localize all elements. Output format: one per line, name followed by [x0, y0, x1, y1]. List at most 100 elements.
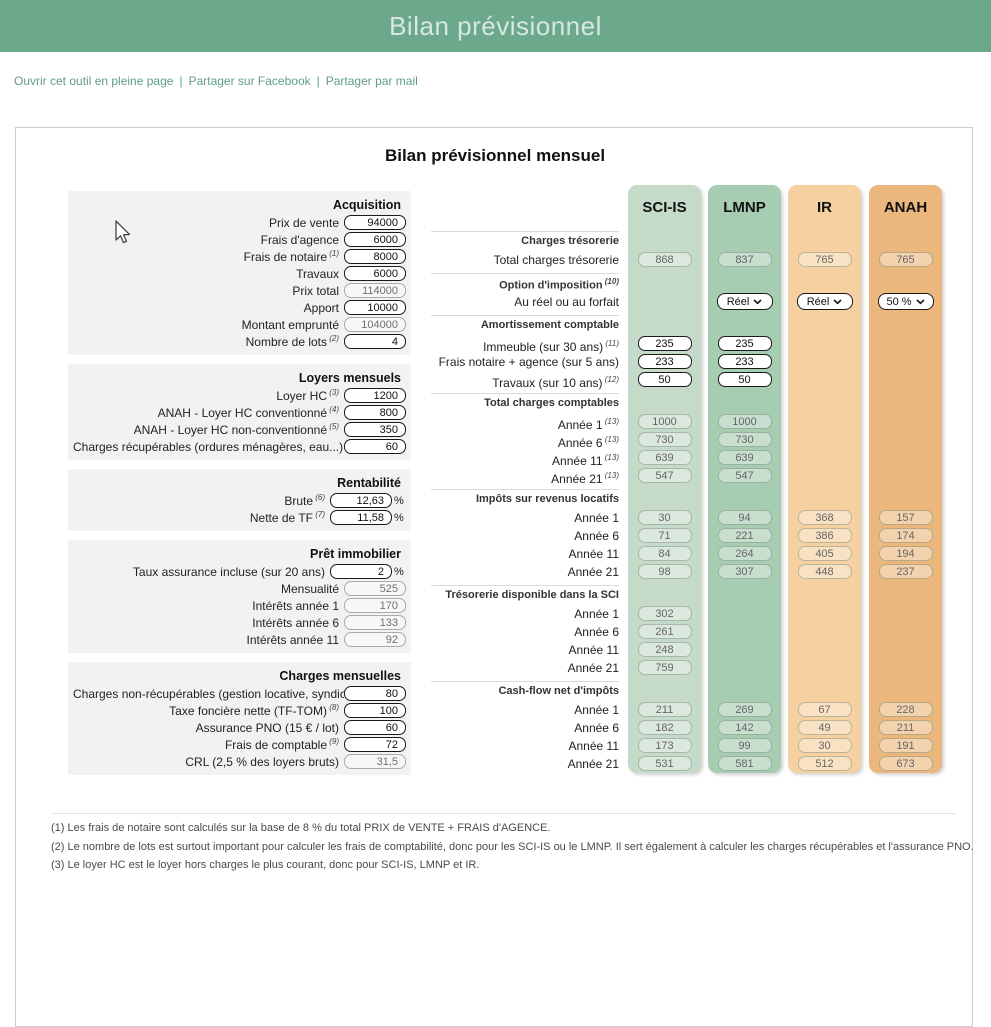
field-input[interactable] — [344, 232, 406, 247]
field-input[interactable] — [344, 266, 406, 281]
value-input-sci-is[interactable] — [637, 354, 692, 369]
field-row: ANAH - Loyer HC conventionné (4) — [73, 404, 406, 421]
field-input[interactable] — [344, 405, 406, 420]
note-ref: (13) — [602, 471, 619, 480]
value-input-lmnp — [717, 702, 772, 717]
field-input[interactable] — [330, 493, 392, 508]
input-sections: Acquisition Prix de vente Frais d'agence Fr… — [68, 191, 411, 784]
value-input-ir — [797, 720, 852, 735]
row-label: Année 6 — [574, 721, 619, 735]
tool-panel: Bilan prévisionnel mensuel Acquisition Pr… — [15, 127, 974, 1027]
share-link-0[interactable]: Ouvrir cet outil en pleine page — [14, 74, 174, 88]
value-input-lmnp — [717, 564, 772, 579]
value-input-ir — [797, 738, 852, 753]
field-input[interactable] — [344, 686, 406, 701]
field-row: Mensualité — [73, 580, 406, 597]
note-ref: (13) — [602, 453, 619, 462]
note-ref: (10) — [602, 277, 619, 286]
value-input-anah — [878, 738, 933, 753]
field-row: Loyer HC (3) — [73, 387, 406, 404]
note-ref: (12) — [602, 375, 619, 384]
field-input[interactable] — [344, 388, 406, 403]
section-divider — [431, 489, 619, 490]
share-links: Ouvrir cet outil en pleine page | Partager… — [14, 74, 418, 88]
value-input-anah — [878, 564, 933, 579]
value-input-sci-is[interactable] — [637, 336, 692, 351]
field-input — [344, 615, 406, 630]
field-input[interactable] — [330, 564, 392, 579]
value-input-sci-is — [637, 432, 692, 447]
field-label: Frais de comptable (9) — [224, 737, 339, 752]
field-input[interactable] — [344, 300, 406, 315]
field-input[interactable] — [344, 249, 406, 264]
field-input[interactable] — [344, 720, 406, 735]
row-label: Année 6 (13) — [557, 435, 619, 450]
section-title: Prêt immobilier — [310, 547, 401, 561]
note-ref: (13) — [602, 417, 619, 426]
value-input-lmnp[interactable] — [717, 372, 772, 387]
value-input-sci-is — [637, 468, 692, 483]
row-label: Année 11 — [568, 643, 620, 657]
value-input-anah — [878, 252, 933, 267]
section-header: Trésorerie disponible dans la SCI — [445, 589, 619, 601]
option-imposition-select-ir[interactable]: Réel — [796, 293, 853, 310]
row-label: Année 1 — [574, 703, 619, 717]
row-label: Année 21 — [567, 661, 619, 675]
field-label: Loyer HC (3) — [276, 388, 339, 403]
row-label: Immeuble (sur 30 ans) (11) — [483, 339, 619, 354]
note-ref: (8) — [327, 703, 339, 712]
field-input[interactable] — [344, 334, 406, 349]
field-label: ANAH - Loyer HC conventionné (4) — [157, 405, 339, 420]
field-input[interactable] — [344, 737, 406, 752]
field-row: Frais de comptable (9) — [73, 736, 406, 753]
value-input-sci-is — [637, 720, 692, 735]
regime-column-header-anah: ANAH — [883, 199, 928, 216]
field-row: Intérêts année 1 — [73, 597, 406, 614]
value-input-ir — [797, 546, 852, 561]
field-row: Frais de notaire (1) — [73, 248, 406, 265]
value-input-sci-is — [637, 450, 692, 465]
option-imposition-select-anah[interactable]: 50 % — [877, 293, 934, 310]
value-input-lmnp[interactable] — [717, 336, 772, 351]
footnotes-divider — [51, 813, 956, 814]
value-input-sci-is[interactable] — [637, 372, 692, 387]
section-divider — [431, 585, 619, 586]
chevron-down-icon — [833, 298, 842, 304]
field-input[interactable] — [330, 510, 392, 525]
value-input-sci-is — [637, 528, 692, 543]
field-input[interactable] — [344, 439, 406, 454]
regime-column-header-sci-is: SCI-IS — [642, 199, 687, 216]
note-ref: (5) — [327, 422, 339, 431]
field-label: Apport — [303, 300, 339, 315]
field-input[interactable] — [344, 215, 406, 230]
footnote-1: (1) Les frais de notaire sont calculés s… — [51, 822, 551, 834]
row-label: Année 6 — [574, 625, 619, 639]
value-input-ir — [797, 252, 852, 267]
field-label: Charges non-récupérables (gestion locati… — [73, 686, 344, 701]
regime-column-ir — [788, 185, 861, 773]
value-input-lmnp — [717, 414, 772, 429]
share-link-1[interactable]: Partager sur Facebook — [188, 74, 311, 88]
field-row: Taxe foncière nette (TF-TOM) (8) — [73, 702, 406, 719]
section-divider — [431, 393, 619, 394]
field-row: Intérêts année 11 — [73, 631, 406, 648]
value-input-ir — [797, 510, 852, 525]
note-ref: (11) — [603, 339, 619, 348]
field-input[interactable] — [344, 422, 406, 437]
note-ref: (6) — [313, 493, 325, 502]
field-row: Frais d'agence — [73, 231, 406, 248]
chevron-down-icon — [753, 298, 762, 304]
section-divider — [431, 315, 619, 316]
option-imposition-select-lmnp[interactable]: Réel — [716, 293, 773, 310]
field-input — [344, 754, 406, 769]
section-title: Rentabilité — [337, 476, 401, 490]
field-label: Nette de TF (7) — [249, 510, 325, 525]
field-label: Brute (6) — [284, 493, 325, 508]
field-row: Apport — [73, 299, 406, 316]
field-input[interactable] — [344, 703, 406, 718]
value-input-anah — [878, 510, 933, 525]
share-link-2[interactable]: Partager par mail — [325, 74, 418, 88]
value-input-lmnp[interactable] — [717, 354, 772, 369]
row-label: Année 11 — [568, 739, 620, 753]
